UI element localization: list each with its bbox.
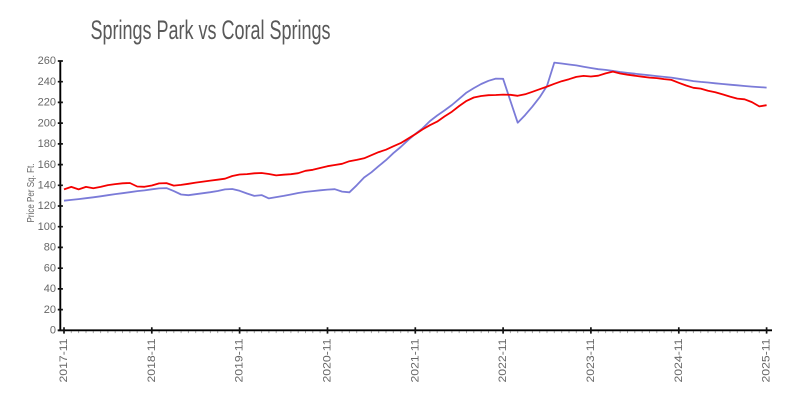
- svg-text:2021-11: 2021-11: [409, 339, 421, 383]
- svg-text:60: 60: [44, 262, 56, 274]
- svg-text:80: 80: [44, 242, 56, 254]
- svg-text:40: 40: [44, 283, 56, 295]
- svg-text:260: 260: [38, 55, 56, 67]
- svg-text:2017-11: 2017-11: [58, 339, 70, 383]
- svg-text:2020-11: 2020-11: [322, 339, 334, 383]
- svg-text:120: 120: [38, 200, 56, 212]
- svg-text:160: 160: [38, 159, 56, 171]
- svg-text:20: 20: [44, 304, 56, 316]
- svg-text:2022-11: 2022-11: [497, 338, 509, 382]
- svg-text:240: 240: [38, 76, 56, 88]
- svg-text:2024-11: 2024-11: [673, 339, 685, 383]
- svg-text:220: 220: [38, 97, 56, 109]
- svg-text:200: 200: [38, 117, 56, 129]
- svg-text:140: 140: [38, 180, 56, 192]
- svg-text:180: 180: [38, 138, 56, 150]
- svg-text:2018-11: 2018-11: [146, 339, 158, 383]
- svg-text:2025-11: 2025-11: [761, 339, 773, 383]
- svg-text:Springs Park vs Coral Springs: Springs Park vs Coral Springs: [91, 15, 331, 45]
- svg-text:0: 0: [50, 325, 56, 337]
- svg-text:2019-11: 2019-11: [234, 339, 246, 383]
- svg-text:Price Per Sq. Ft.: Price Per Sq. Ft.: [26, 164, 37, 223]
- svg-text:2023-11: 2023-11: [585, 339, 597, 383]
- svg-text:100: 100: [38, 221, 56, 233]
